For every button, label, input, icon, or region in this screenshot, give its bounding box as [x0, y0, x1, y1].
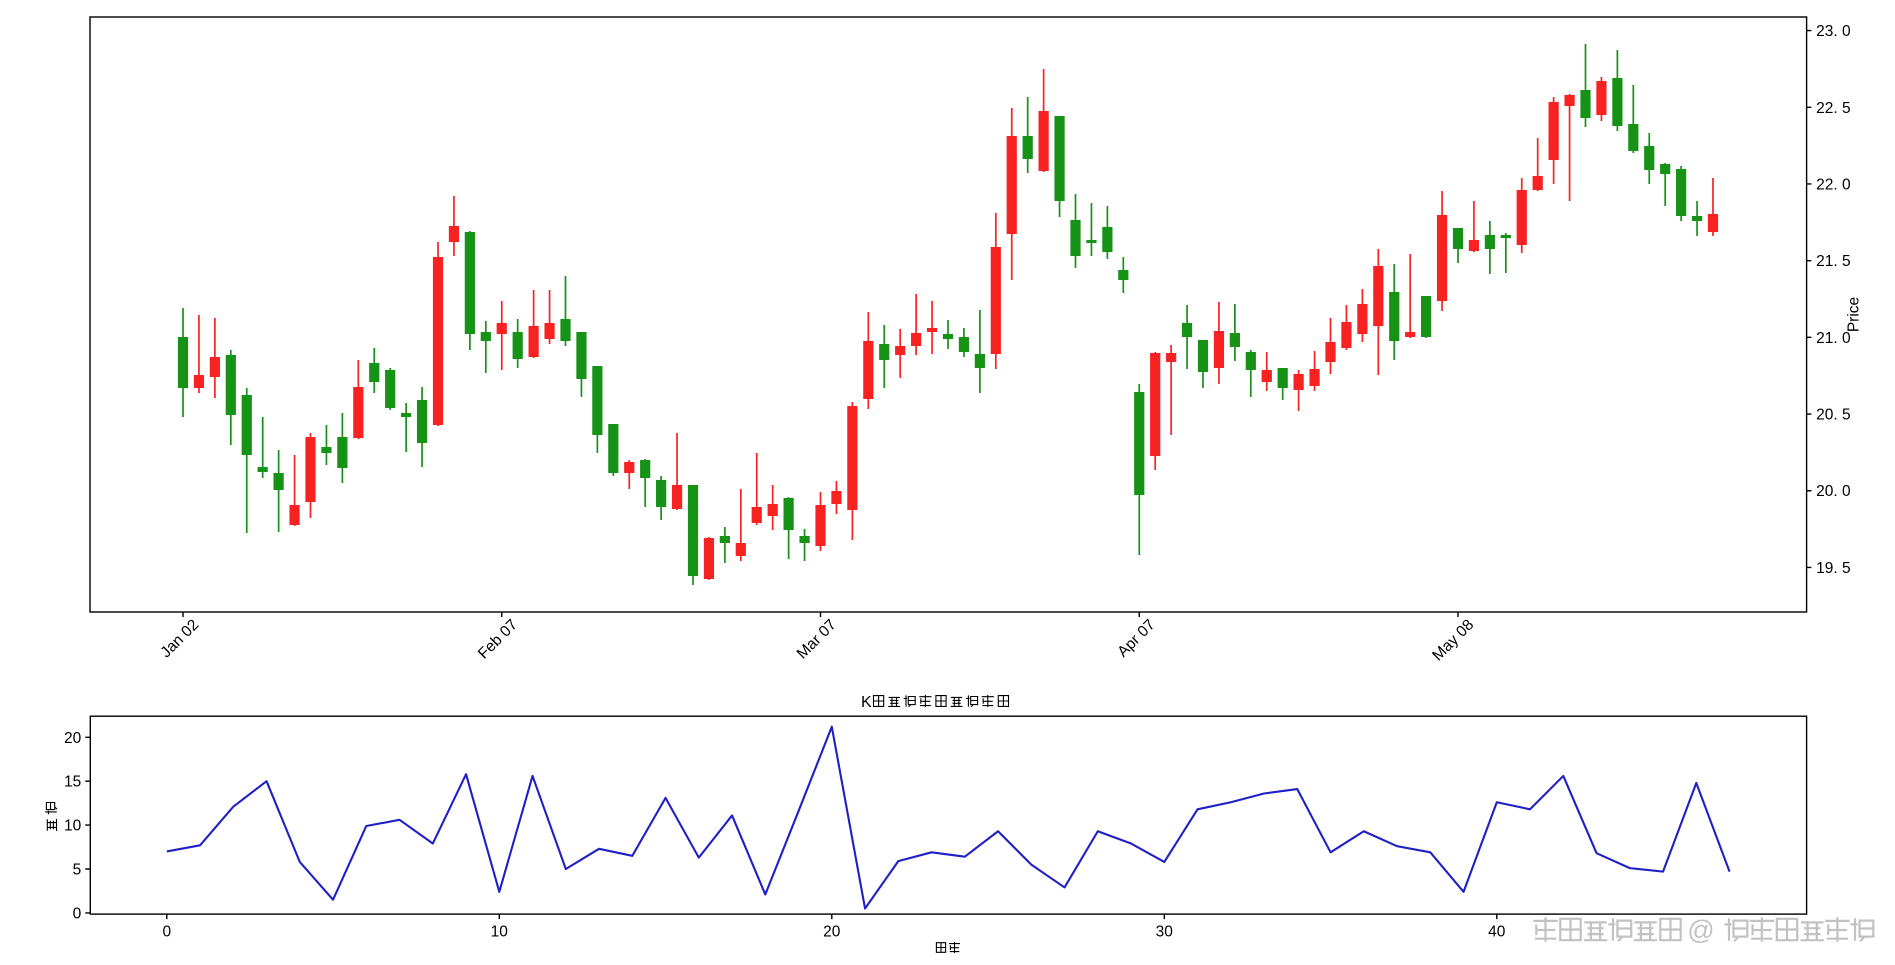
svg-text:22. 0: 22. 0 [1816, 177, 1851, 194]
svg-text:20. 0: 20. 0 [1816, 483, 1851, 500]
svg-text:0: 0 [162, 924, 171, 941]
svg-text:20: 20 [823, 924, 841, 941]
svg-text:0: 0 [73, 905, 82, 922]
svg-text:20. 5: 20. 5 [1816, 407, 1850, 424]
svg-text:10: 10 [64, 818, 82, 835]
svg-text:10: 10 [491, 924, 509, 941]
svg-text:21. 5: 21. 5 [1816, 253, 1850, 270]
svg-text:5: 5 [73, 862, 82, 879]
svg-text:K: K [861, 694, 872, 711]
svg-text:19. 5: 19. 5 [1816, 560, 1850, 577]
svg-text:40: 40 [1488, 924, 1506, 941]
svg-text:23. 0: 23. 0 [1816, 23, 1851, 40]
svg-text:30: 30 [1156, 924, 1174, 941]
svg-text:22. 5: 22. 5 [1816, 100, 1850, 117]
svg-text:15: 15 [64, 774, 81, 791]
svg-text:Price: Price [1846, 297, 1863, 332]
svg-text:21. 0: 21. 0 [1816, 330, 1851, 347]
svg-text:20: 20 [64, 730, 82, 747]
svg-text:@: @ [1687, 915, 1714, 945]
